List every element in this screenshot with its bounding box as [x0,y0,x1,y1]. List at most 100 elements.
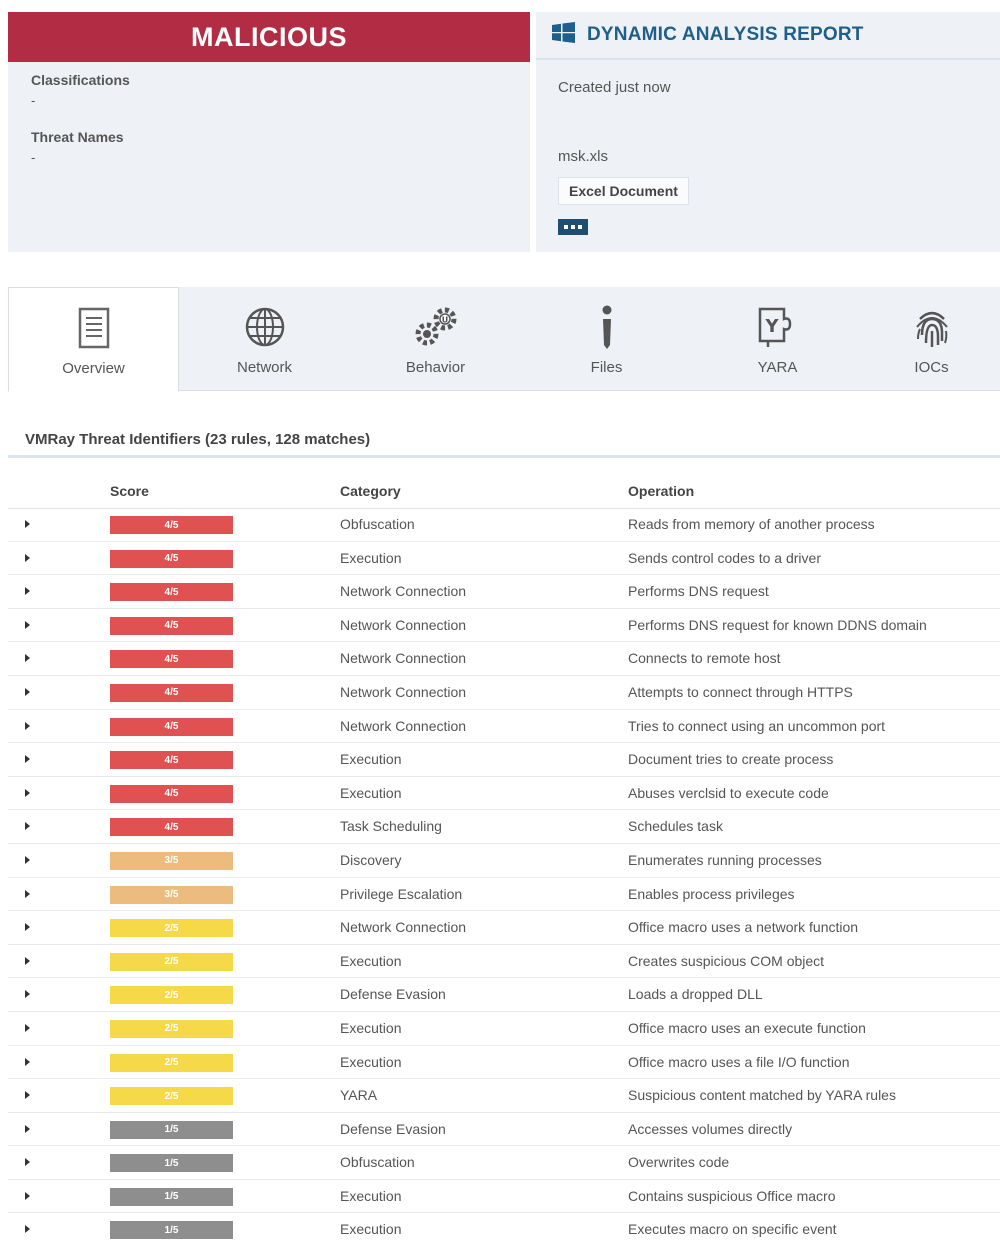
table-row[interactable]: 4/5 Task Scheduling Schedules task [8,810,1000,844]
category-cell: YARA [340,1087,378,1104]
category-cell: Defense Evasion [340,986,446,1003]
score-badge: 2/5 [110,986,233,1005]
table-row[interactable]: 4/5 Execution Abuses verclsid to execute c… [8,777,1000,811]
table-row[interactable]: 2/5 Execution Office macro uses a file I/O… [8,1046,1000,1080]
category-cell: Discovery [340,851,402,868]
expand-caret-icon[interactable] [25,788,30,797]
classifications-value: - [31,93,36,108]
category-cell: Execution [340,784,402,801]
column-header-category: Category [340,483,401,499]
category-cell: Task Scheduling [340,818,442,835]
table-row[interactable]: 4/5 Network Connection Attempts to connect… [8,676,1000,710]
tab-files[interactable]: Files [521,287,692,391]
expand-caret-icon[interactable] [25,956,30,965]
expand-caret-icon[interactable] [25,1124,30,1133]
tab-iocs-label: IOCs [914,359,949,376]
table-row[interactable]: 4/5 Network Connection Tries to connect us… [8,710,1000,744]
table-row[interactable]: 1/5 Execution Executes macro on specific e… [8,1213,1000,1242]
table-row[interactable]: 2/5 Execution Creates suspicious COM objec… [8,945,1000,979]
expand-caret-icon[interactable] [25,520,30,528]
operation-cell: Office macro uses an execute function [628,1019,866,1036]
expand-caret-icon[interactable] [25,721,30,730]
more-options-button[interactable] [558,219,588,235]
expand-caret-icon[interactable] [25,587,30,596]
expand-caret-icon[interactable] [25,1158,30,1167]
table-row[interactable]: 2/5 Defense Evasion Loads a dropped DLL [8,978,1000,1012]
expand-caret-icon[interactable] [25,687,30,696]
expand-caret-icon[interactable] [25,1191,30,1200]
created-timestamp: Created just now [558,79,671,96]
expand-caret-icon[interactable] [25,1091,30,1100]
score-badge: 2/5 [110,952,233,971]
operation-cell: Performs DNS request [628,583,769,600]
expand-caret-icon[interactable] [25,553,30,562]
table-row[interactable]: 3/5 Privilege Escalation Enables process p… [8,878,1000,912]
expand-caret-icon[interactable] [25,889,30,898]
table-row[interactable]: 4/5 Execution Document tries to create pro… [8,743,1000,777]
expand-caret-icon[interactable] [25,755,30,764]
expand-caret-icon[interactable] [25,855,30,864]
score-badge: 4/5 [110,751,233,770]
table-row[interactable]: 1/5 Defense Evasion Accesses volumes direc… [8,1113,1000,1147]
threat-names-value: - [31,150,36,165]
table-row[interactable]: 3/5 Discovery Enumerates running processes [8,844,1000,878]
ellipsis-icon-dot [571,225,575,229]
operation-cell: Accesses volumes directly [628,1120,793,1137]
operation-cell: Office macro uses a file I/O function [628,1053,850,1070]
category-cell: Defense Evasion [340,1120,446,1137]
category-cell: Network Connection [340,650,467,667]
expand-caret-icon[interactable] [25,923,30,932]
tab-files-label: Files [590,359,623,376]
score-badge: 2/5 [110,919,233,938]
score-badge: 4/5 [110,818,233,837]
report-title: DYNAMIC ANALYSIS REPORT [587,24,864,45]
category-cell: Execution [340,1053,402,1070]
tab-yara-label: YARA [757,359,798,376]
category-cell: Network Connection [340,919,467,936]
table-row[interactable]: 1/5 Execution Contains suspicious Office m… [8,1180,1000,1214]
table-row[interactable]: 2/5 YARA Suspicious content matched by YAR… [8,1079,1000,1113]
score-badge: 1/5 [110,1154,233,1173]
table-row[interactable]: 4/5 Network Connection Performs DNS reques… [8,609,1000,643]
tab-overview[interactable]: Overview [8,287,179,392]
table-row[interactable]: 2/5 Execution Office macro uses an execute… [8,1012,1000,1046]
expand-caret-icon[interactable] [25,654,30,663]
section-divider [8,455,1000,458]
expand-caret-icon[interactable] [25,1023,30,1032]
table-row[interactable]: 4/5 Execution Sends control codes to a dri… [8,542,1000,576]
operation-cell: Suspicious content matched by YARA rules [628,1087,896,1104]
tab-yara[interactable]: Y YARA [692,287,863,391]
table-row[interactable]: 1/5 Obfuscation Overwrites code [8,1146,1000,1180]
table-row[interactable]: 4/5 Network Connection Connects to remote … [8,642,1000,676]
score-badge: 4/5 [110,683,233,702]
score-badge: 3/5 [110,851,233,870]
expand-caret-icon[interactable] [25,990,30,999]
expand-caret-icon[interactable] [25,822,30,831]
tab-behavior-label: Behavior [405,359,466,376]
category-cell: Execution [340,1187,402,1204]
score-badge: 1/5 [110,1221,233,1240]
globe-icon [244,305,286,349]
tab-network[interactable]: Network [179,287,350,391]
threat-identifier-rows: 4/5 Obfuscation Reads from memory of anoth… [8,508,1000,1242]
tab-iocs[interactable]: IOCs [863,287,1000,391]
operation-cell: Attempts to connect through HTTPS [628,683,853,700]
table-row[interactable]: 4/5 Obfuscation Reads from memory of anoth… [8,508,1000,542]
windows-logo-icon [552,22,575,48]
table-row[interactable]: 2/5 Network Connection Office macro uses a… [8,911,1000,945]
score-badge: 4/5 [110,583,233,602]
file-type-badge: Excel Document [558,177,689,205]
expand-caret-icon[interactable] [25,1057,30,1066]
tab-behavior[interactable]: U Behavior [350,287,521,391]
category-cell: Network Connection [340,683,467,700]
report-header: DYNAMIC ANALYSIS REPORT [536,12,1000,60]
threat-names-label: Threat Names [31,129,124,145]
category-cell: Execution [340,952,402,969]
score-badge: 3/5 [110,885,233,904]
table-row[interactable]: 4/5 Network Connection Performs DNS reques… [8,575,1000,609]
expand-caret-icon[interactable] [25,1225,30,1234]
score-badge: 4/5 [110,516,233,534]
operation-cell: Office macro uses a network function [628,919,859,936]
expand-caret-icon[interactable] [25,620,30,629]
operation-cell: Enumerates running processes [628,851,822,868]
